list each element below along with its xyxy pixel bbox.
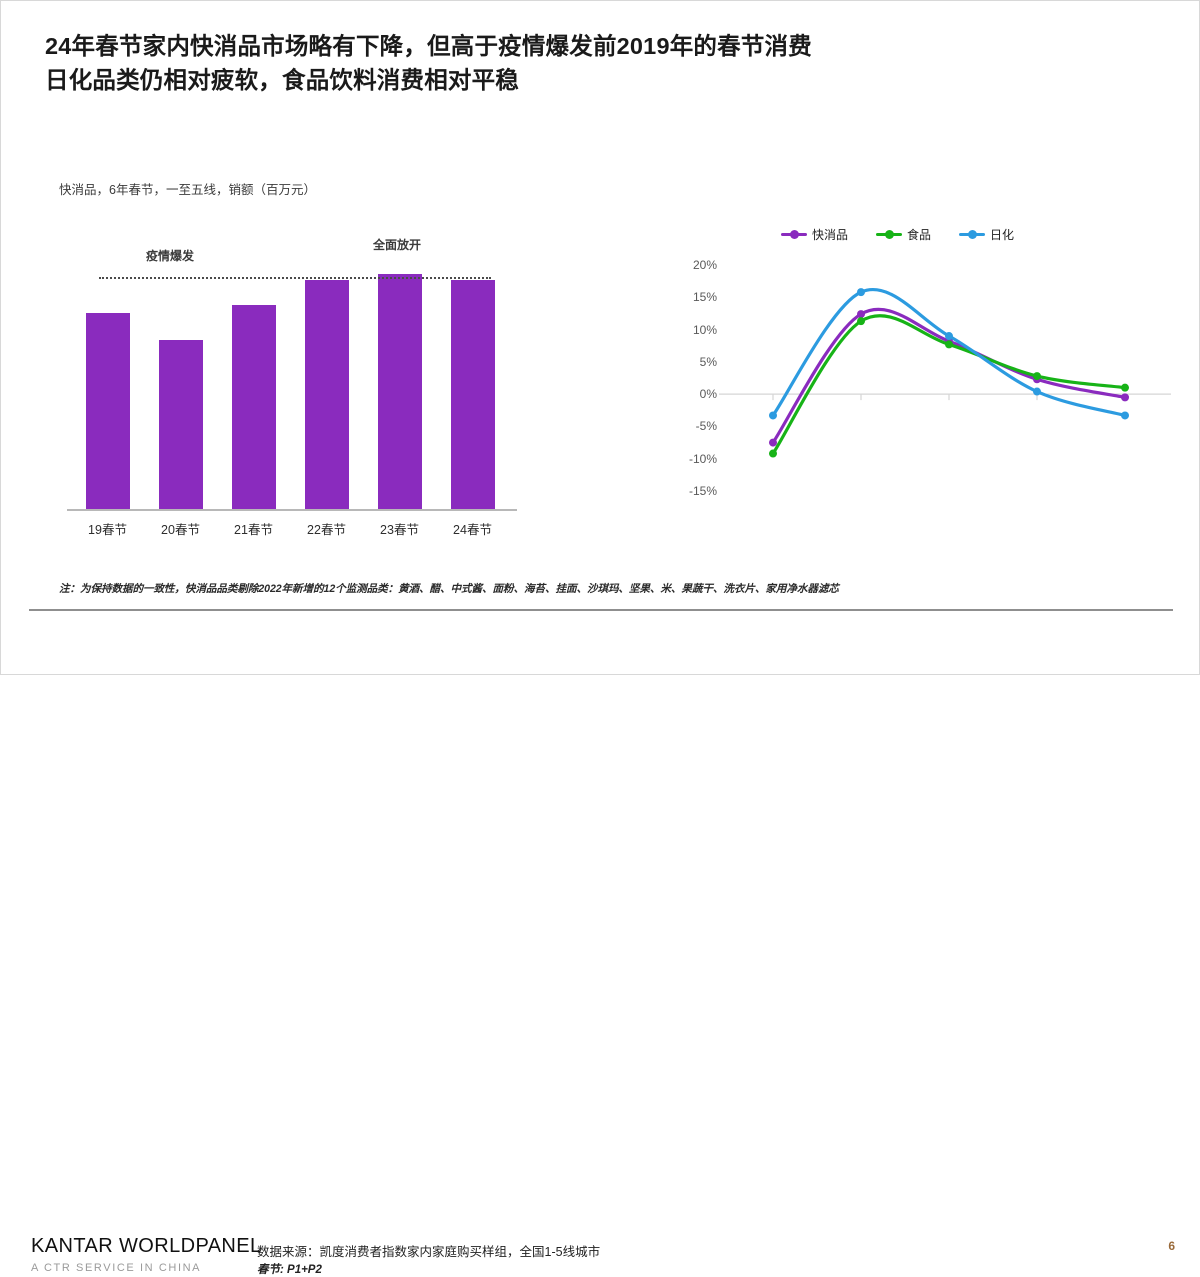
bar-column [231, 305, 276, 511]
bar-column [158, 339, 203, 511]
line-data-point [1121, 411, 1129, 420]
line-y-tick: -10% [688, 451, 717, 466]
line-chart-svg-wrap [719, 251, 1171, 501]
line-chart-plot-area: 20% 15% 10% 5% 0% -5% -10% -15% [651, 251, 1171, 501]
line-data-point [945, 340, 953, 349]
footer: KANTAR WORLDPANEL A CTR SERVICE IN CHINA… [1, 613, 1200, 1276]
bar-chart-plot-area [71, 263, 509, 511]
legend-label: 日化 [990, 228, 1015, 242]
line-data-point [1033, 387, 1041, 396]
line-y-tick: 15% [692, 290, 717, 305]
bar-chart-subtitle: 快消品，6年春节，一至五线，销额（百万元） [59, 183, 316, 197]
bar-reference-line [99, 277, 491, 279]
annotation-reopen: 全面放开 [373, 238, 422, 252]
line-data-point [769, 438, 777, 447]
page-title: 24年春节家内快消品市场略有下降，但高于疫情爆发前2019年的春节消费 日化品类… [45, 29, 1095, 97]
line-data-point [1121, 393, 1129, 402]
line-y-tick: -5% [695, 419, 717, 434]
line-series-path [771, 314, 1127, 456]
bar-column [450, 280, 495, 511]
kantar-logo-subtitle: A CTR SERVICE IN CHINA [31, 1262, 202, 1274]
line-y-tick: 20% [692, 258, 717, 272]
bar-column [85, 312, 130, 511]
legend-item[interactable]: 食品 [876, 226, 931, 243]
bar-x-label: 23春节 [380, 523, 419, 537]
line-data-point [857, 288, 865, 297]
line-chart-svg [719, 288, 1171, 458]
footnote: 注：为保持数据的一致性，快消品品类剔除2022年新增的12个监测品类：黄酒、醋、… [59, 583, 839, 595]
page-number: 6 [1168, 1239, 1175, 1253]
line-y-tick: 5% [699, 354, 717, 369]
legend-marker-icon [959, 230, 986, 239]
page-title-line-2: 日化品类仍相对疲软，食品饮料消费相对平稳 [45, 67, 519, 94]
bar-x-label: 24春节 [453, 523, 492, 537]
legend-label: 食品 [907, 228, 932, 242]
data-source-line: 数据来源：凯度消费者指数家内家庭购买样组，全国1-5线城市 [257, 1245, 601, 1259]
line-data-point [945, 332, 953, 341]
line-y-tick: 0% [699, 387, 717, 402]
line-y-tick: 10% [692, 322, 717, 337]
line-data-point [769, 411, 777, 420]
line-chart-legend: 快消品 食品 日化 [781, 226, 1014, 243]
line-series-path [771, 307, 1127, 445]
line-data-point [1121, 383, 1129, 392]
bar-column [304, 280, 349, 511]
kantar-logo: KANTAR WORLDPANEL [31, 1235, 262, 1257]
data-period-line: 春节: P1+P2 [257, 1264, 322, 1276]
line-chart-y-axis-labels: 20% 15% 10% 5% 0% -5% -10% -15% [651, 251, 717, 501]
bar-chart-axis-line [67, 509, 517, 511]
legend-label: 快消品 [812, 228, 849, 242]
line-data-point [769, 449, 777, 458]
legend-item[interactable]: 日化 [959, 226, 1014, 243]
bar-x-label: 21春节 [234, 523, 273, 537]
legend-item[interactable]: 快消品 [781, 226, 848, 243]
legend-marker-icon [876, 230, 903, 239]
bar-chart-panel: 快消品，6年春节，一至五线，销额（百万元） 疫情爆发 全面放开 19春节 20春节… [1, 1, 621, 621]
line-data-point [857, 310, 865, 319]
page-title-line-1: 24年春节家内快消品市场略有下降，但高于疫情爆发前2019年的春节消费 [45, 33, 812, 59]
bar-column [377, 274, 422, 511]
bar-x-label: 22春节 [307, 523, 346, 537]
legend-marker-icon [781, 230, 807, 239]
bar-x-label: 20春节 [161, 523, 200, 537]
line-chart-panel: 快消品 食品 日化 20% 15% 10% 5% 0% -5% -10% -15% [621, 1, 1200, 621]
line-y-tick: -15% [688, 484, 717, 498]
line-data-point [1033, 372, 1041, 381]
line-series-path [771, 288, 1127, 418]
bar-x-label: 19春节 [88, 523, 127, 537]
footer-divider [29, 609, 1173, 611]
bar-chart-x-axis-labels: 19春节 20春节 21春节 22春节 23春节 24春节 [67, 519, 519, 541]
annotation-outbreak: 疫情爆发 [146, 249, 195, 263]
line-data-point [857, 317, 865, 326]
